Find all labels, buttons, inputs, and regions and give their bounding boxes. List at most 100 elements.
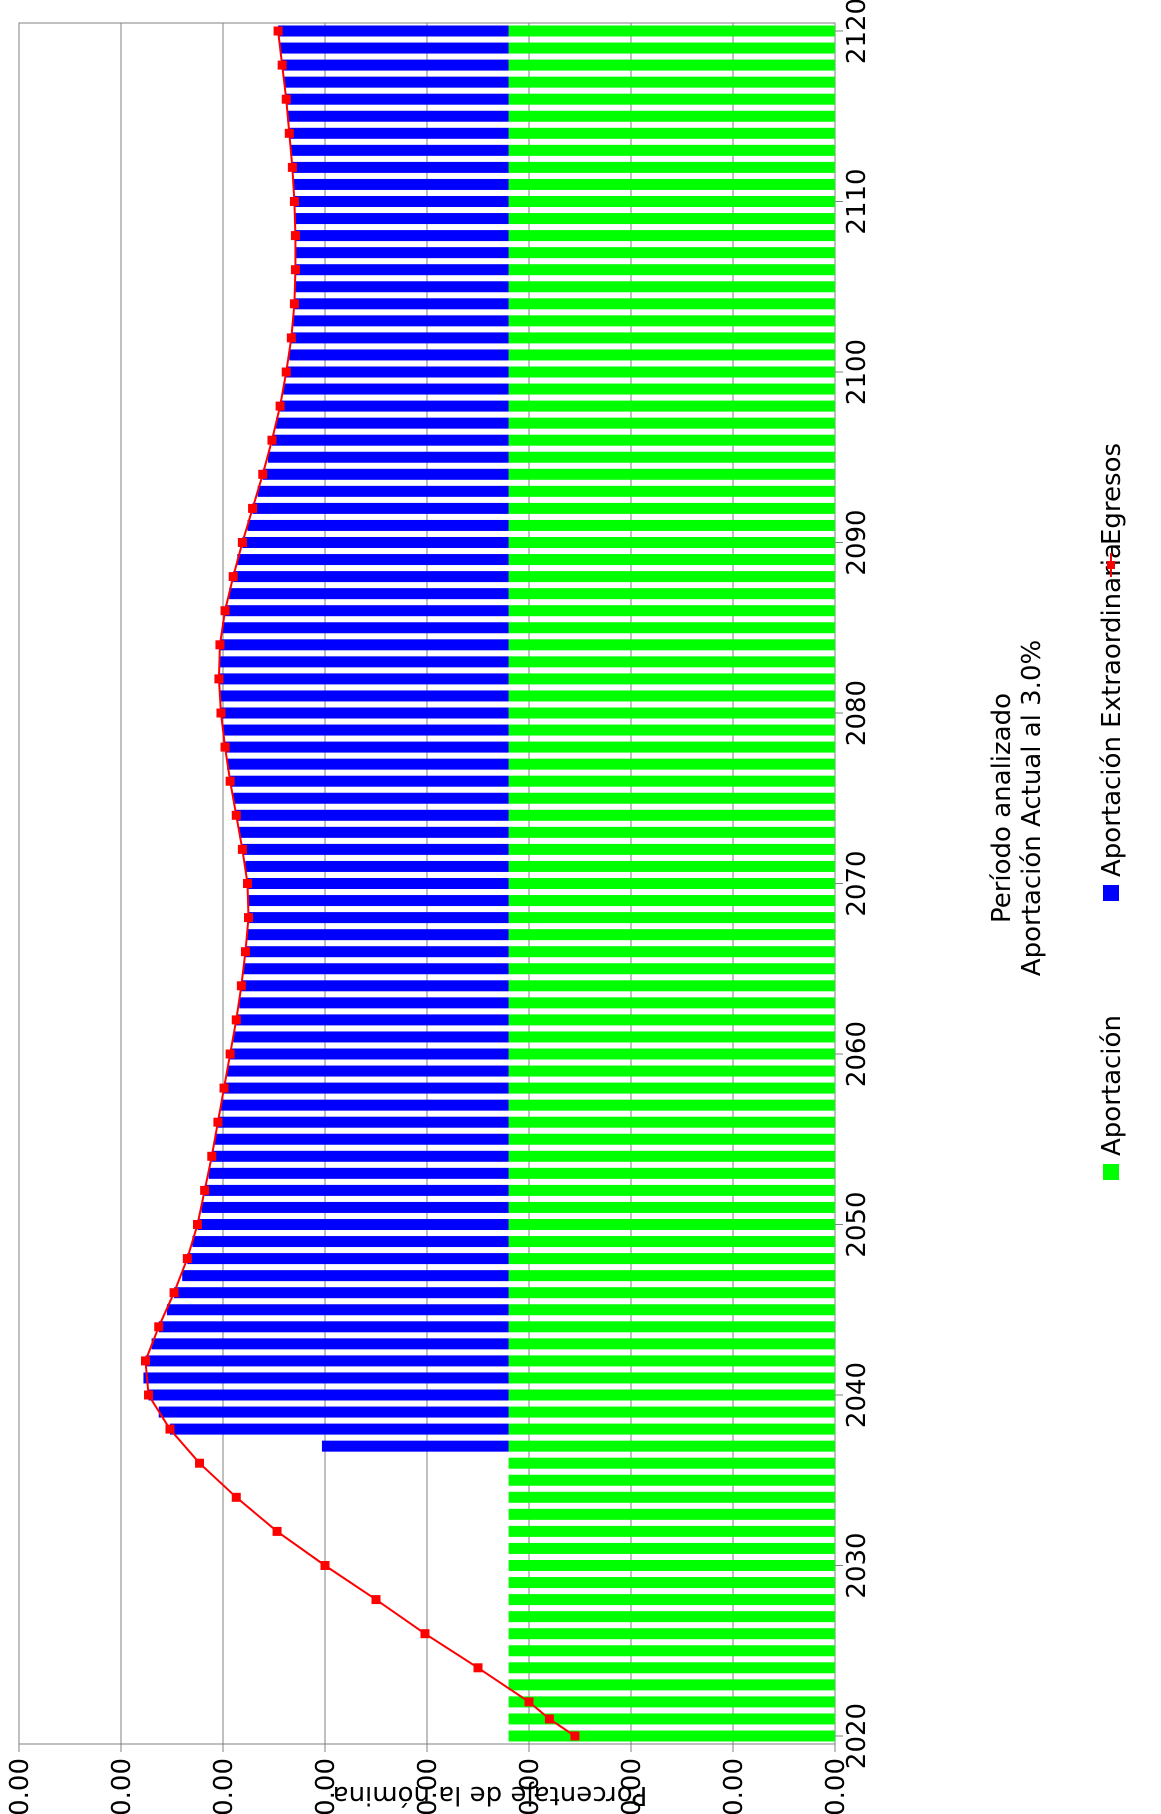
bar-aportacion-extraordinaria: [143, 1372, 509, 1384]
x-tick-label: 2070: [842, 850, 872, 916]
bar-aportacion-extraordinaria: [295, 264, 509, 276]
bar-aportacion-extraordinaria: [227, 1065, 509, 1077]
legend-label-aportacion-extraordinaria: Aportación Extraordinaria: [1097, 543, 1127, 877]
point-egresos: [258, 469, 268, 479]
bar-aportacion-extraordinaria: [295, 213, 509, 225]
point-egresos: [267, 435, 277, 445]
bar-aportacion: [508, 434, 835, 446]
bar-aportacion-extraordinaria: [217, 1116, 509, 1128]
point-egresos: [228, 572, 238, 582]
bar-aportacion-extraordinaria: [245, 860, 509, 872]
bar-aportacion: [508, 826, 835, 838]
bar-aportacion: [508, 144, 835, 156]
bar-aportacion-extraordinaria: [247, 878, 509, 889]
bar-aportacion-extraordinaria: [278, 25, 509, 37]
bar-aportacion: [508, 1645, 835, 1657]
bar-aportacion: [508, 1355, 835, 1367]
bar-aportacion: [508, 1696, 835, 1708]
bar-aportacion: [508, 1184, 835, 1196]
bar-aportacion: [508, 1133, 835, 1145]
bar-aportacion: [508, 1560, 835, 1571]
bar-aportacion: [508, 1423, 835, 1435]
x-tick-label: 2060: [842, 1021, 872, 1087]
bar-aportacion: [508, 1628, 835, 1640]
bar-aportacion-extraordinaria: [225, 741, 509, 753]
point-egresos: [214, 674, 224, 684]
point-egresos: [284, 128, 294, 138]
bar-aportacion-extraordinaria: [221, 622, 509, 634]
bar-aportacion: [508, 1491, 835, 1503]
bar-aportacion: [508, 25, 835, 37]
y-tick-label: 30.00: [515, 1758, 545, 1814]
bar-aportacion: [508, 110, 835, 122]
bar-aportacion-extraordinaria: [248, 895, 509, 907]
y-tick-label: 80.00: [5, 1758, 35, 1814]
bar-aportacion: [508, 758, 835, 770]
legend-item-aportacion-extraordinaria: Aportación Extraordinaria: [1097, 543, 1127, 901]
point-egresos: [182, 1254, 192, 1264]
bar-aportacion-extraordinaria: [239, 997, 509, 1009]
bar-aportacion-extraordinaria: [292, 161, 509, 173]
bar-aportacion-extraordinaria: [252, 502, 509, 514]
x-tick-label: 2100: [842, 339, 872, 405]
legend-item-aportacion: Aportación: [1097, 1015, 1127, 1180]
bar-aportacion-extraordinaria: [220, 707, 509, 719]
bar-aportacion-extraordinaria: [271, 434, 509, 446]
point-egresos: [371, 1595, 381, 1605]
bar-aportacion: [508, 1577, 835, 1589]
bar-aportacion-extraordinaria: [211, 1150, 509, 1162]
point-egresos: [195, 1458, 205, 1468]
bar-aportacion-extraordinaria: [242, 843, 509, 855]
bar-aportacion: [508, 997, 835, 1009]
bar-aportacion: [508, 860, 835, 872]
point-egresos: [524, 1697, 534, 1707]
point-egresos: [240, 947, 250, 957]
bar-aportacion-extraordinaria: [286, 366, 509, 378]
bar-aportacion: [508, 1662, 835, 1674]
point-egresos: [320, 1561, 330, 1570]
bar-aportacion: [508, 1116, 835, 1128]
point-egresos: [275, 401, 285, 411]
x-axis-subtitle: Aportación Actual al 3.0%: [1017, 640, 1047, 976]
bar-aportacion: [508, 315, 835, 327]
bar-aportacion-extraordinaria: [294, 196, 509, 207]
bar-aportacion-extraordinaria: [293, 178, 509, 190]
bar-aportacion-extraordinaria: [245, 946, 509, 958]
bar-aportacion-extraordinaria: [247, 519, 509, 531]
bar-aportacion-extraordinaria: [242, 537, 509, 548]
bar-aportacion-extraordinaria: [295, 230, 509, 242]
bar-aportacion: [508, 1219, 835, 1230]
bar-aportacion: [508, 468, 835, 480]
bar-aportacion-extraordinaria: [225, 605, 509, 617]
bar-aportacion: [508, 980, 835, 992]
x-axis-title: Período analizado: [987, 693, 1017, 923]
bar-aportacion-extraordinaria: [248, 912, 509, 924]
bar-aportacion: [508, 1508, 835, 1520]
x-tick-label: 2040: [842, 1362, 872, 1428]
legend-swatch-aportacion: [1103, 1164, 1119, 1180]
bar-aportacion-extraordinaria: [218, 656, 509, 668]
point-egresos: [216, 708, 226, 718]
bar-aportacion: [508, 519, 835, 531]
point-egresos: [281, 367, 291, 377]
bar-aportacion-extraordinaria: [290, 144, 509, 156]
point-egresos: [169, 1288, 179, 1298]
bar-aportacion: [508, 690, 835, 702]
bar-aportacion-extraordinaria: [223, 724, 509, 736]
bar-aportacion-extraordinaria: [291, 332, 509, 344]
bar-aportacion-extraordinaria: [197, 1219, 509, 1230]
gridlines: [120, 23, 734, 1744]
point-egresos: [273, 26, 283, 36]
bar-aportacion-extraordinaria: [284, 76, 509, 88]
bar-aportacion-extraordinaria: [295, 247, 509, 259]
bar-aportacion: [508, 59, 835, 71]
point-egresos: [207, 1151, 217, 1161]
bar-aportacion: [508, 1065, 835, 1077]
bar-aportacion: [508, 1542, 835, 1554]
bar-aportacion: [508, 1372, 835, 1384]
bar-aportacion: [508, 724, 835, 736]
bar-aportacion: [508, 946, 835, 958]
bar-aportacion-extraordinaria: [280, 400, 509, 412]
bar-aportacion-extraordinaria: [293, 315, 509, 327]
bar-aportacion-extraordinaria: [233, 1031, 509, 1043]
